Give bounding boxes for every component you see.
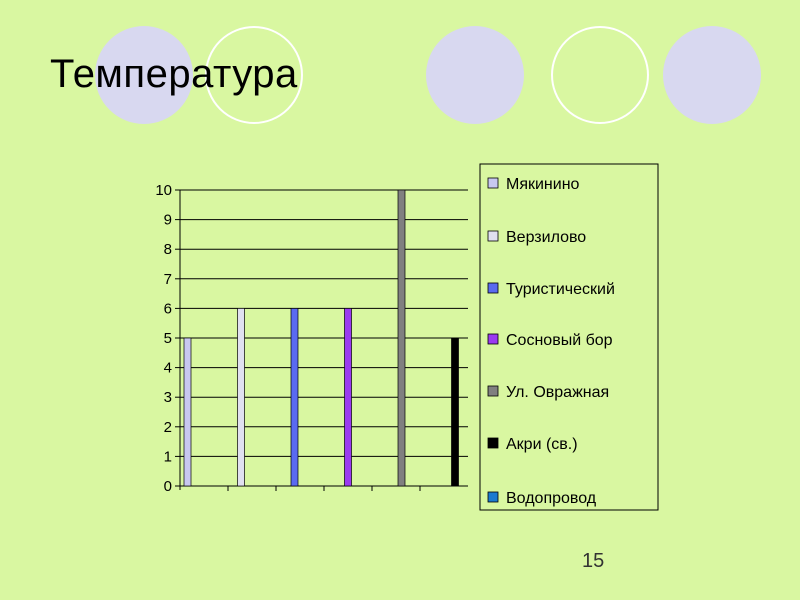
legend-swatch-2 xyxy=(487,282,499,294)
bar-2 xyxy=(290,308,299,487)
chart-legend: Мякинино Верзилово Туристический Сосновый б… xyxy=(479,163,659,511)
legend-swatch-3 xyxy=(487,333,499,345)
decor-circle-3 xyxy=(426,26,524,124)
legend-swatch-6 xyxy=(487,491,499,503)
legend-swatch-0 xyxy=(487,177,499,189)
decor-circle-5 xyxy=(663,26,761,124)
y-tick-label-6: 6 xyxy=(164,300,172,317)
legend-swatch-1 xyxy=(487,230,499,242)
legend-label-1: Верзилово xyxy=(506,229,586,246)
y-tick-label-9: 9 xyxy=(164,212,172,229)
bar-4 xyxy=(397,189,406,487)
bar-3 xyxy=(344,308,352,487)
y-tick-label-3: 3 xyxy=(164,389,172,406)
chart-bars xyxy=(183,189,459,487)
y-tick-label-7: 7 xyxy=(164,271,172,288)
legend-label-6: Водопровод xyxy=(506,490,597,507)
legend-label-0: Мякинино xyxy=(506,176,580,193)
y-tick-label-0: 0 xyxy=(164,478,172,495)
y-tick-label-4: 4 xyxy=(164,360,172,377)
bar-1 xyxy=(237,308,245,487)
legend-box xyxy=(479,163,659,511)
legend-swatch-5 xyxy=(487,437,499,449)
legend-label-4: Ул. Овражная xyxy=(506,384,609,401)
slide-title: Температура xyxy=(50,52,298,96)
legend-label-3: Сосновый бор xyxy=(506,332,613,349)
y-tick-label-10: 10 xyxy=(155,182,172,199)
y-tick-label-8: 8 xyxy=(164,241,172,258)
bar-0 xyxy=(183,337,192,487)
y-axis: 0 1 2 3 4 5 6 7 8 9 10 xyxy=(155,182,421,495)
bar-5 xyxy=(451,337,459,487)
legend-swatch-4 xyxy=(487,385,499,397)
decor-circle-4 xyxy=(551,26,649,124)
legend-label-5: Акри (св.) xyxy=(506,436,578,453)
y-tick-label-2: 2 xyxy=(164,419,172,436)
plot-area xyxy=(180,189,468,487)
decor-circle-2 xyxy=(205,26,303,124)
page-number: 15 xyxy=(582,550,605,572)
legend-label-2: Туристический xyxy=(506,281,615,298)
decor-circle-1 xyxy=(95,26,193,124)
y-tick-label-1: 1 xyxy=(164,448,172,465)
y-tick-label-5: 5 xyxy=(164,330,172,347)
